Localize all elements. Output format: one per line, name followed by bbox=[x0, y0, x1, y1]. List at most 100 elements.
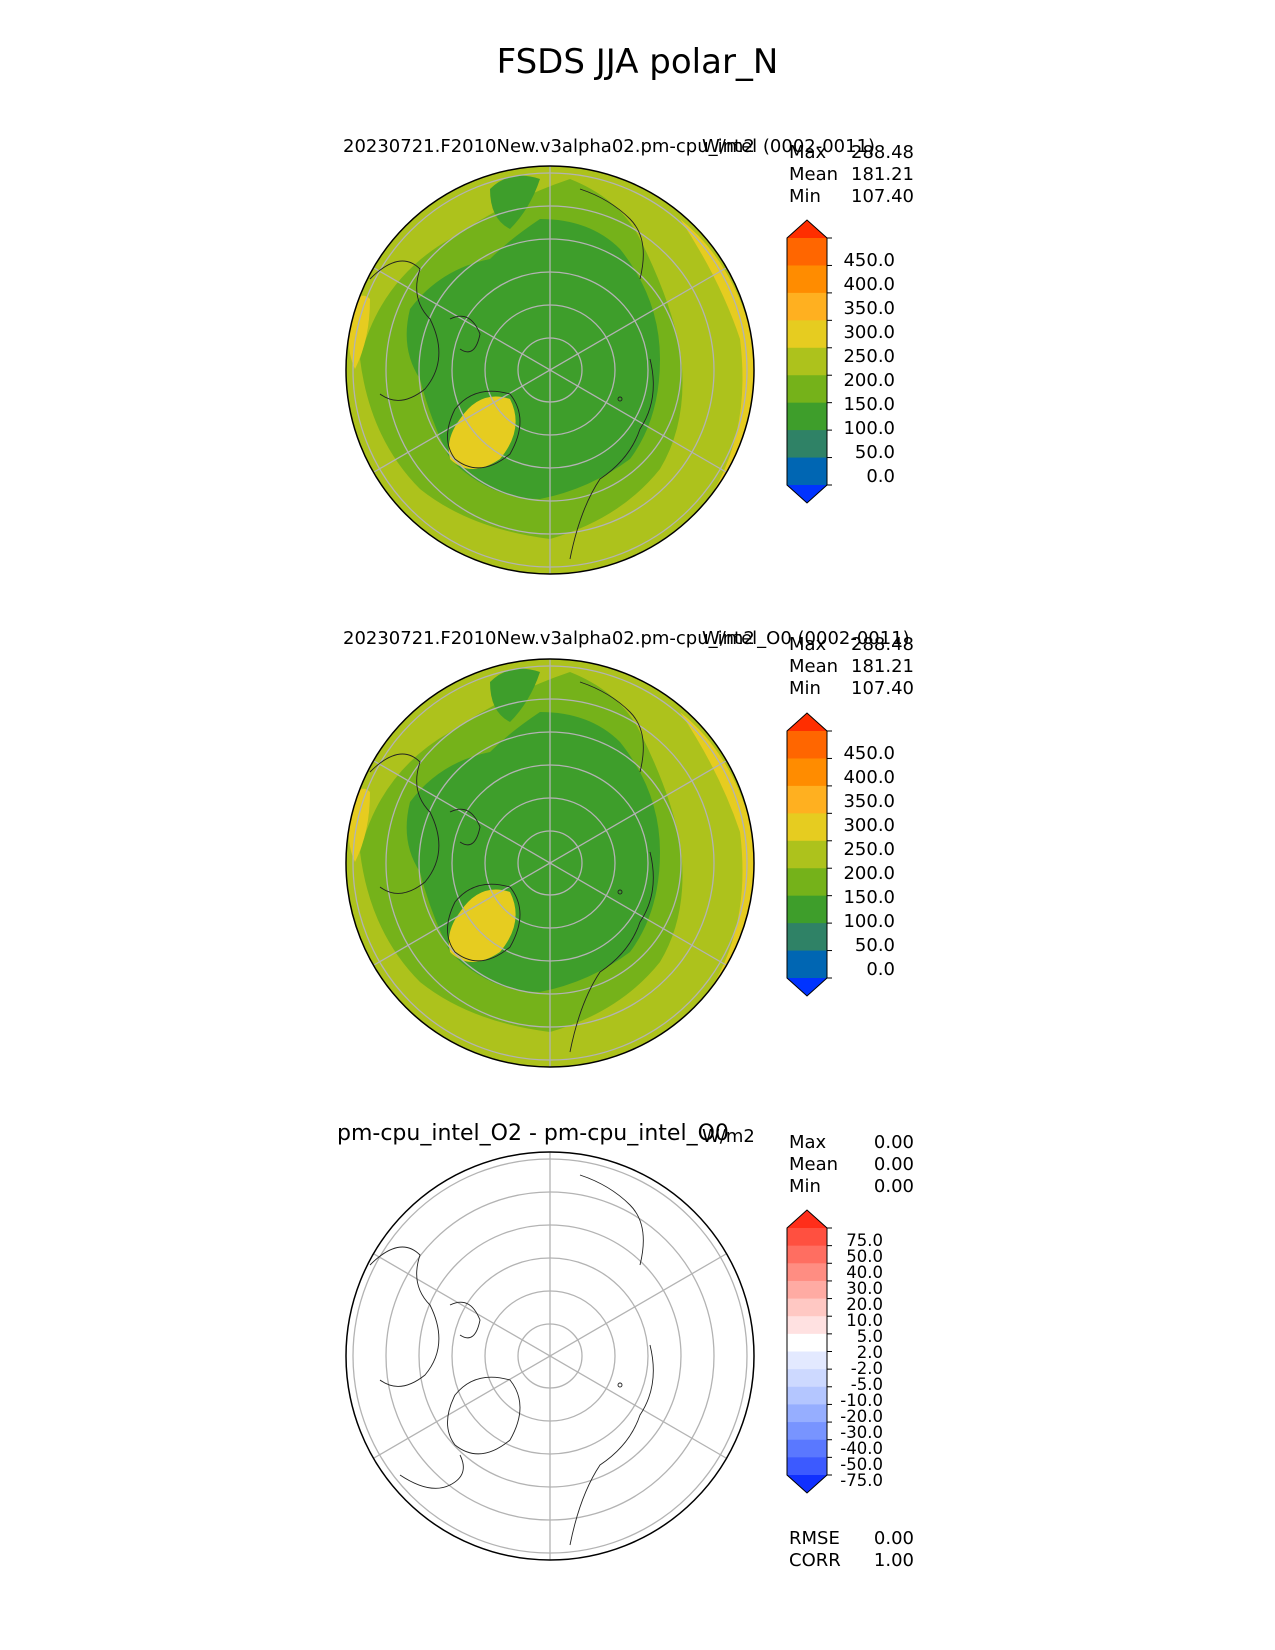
colorbar-tick-label: -75.0 bbox=[840, 1471, 883, 1490]
colorbar-tick-label: 50.0 bbox=[854, 935, 895, 956]
panel-3-metrics: RMSE 0.00 CORR 1.00 bbox=[789, 1528, 914, 1572]
colorbar-tick-label: 150.0 bbox=[843, 887, 895, 908]
colorbar-tick-label: 200.0 bbox=[843, 863, 895, 884]
stat-label: Min bbox=[789, 678, 821, 699]
colorbar-level bbox=[787, 1439, 827, 1458]
panel-3-stats: Max 0.00 Mean 0.00 Min 0.00 bbox=[789, 1132, 914, 1198]
colorbar-level bbox=[787, 1369, 827, 1388]
colorbar-tick-label: 400.0 bbox=[843, 274, 895, 295]
stat-value: 0.00 bbox=[873, 1176, 914, 1197]
colorbar-tick-label: -5.0 bbox=[850, 1375, 883, 1394]
colorbar-level bbox=[787, 430, 827, 459]
colorbar-tick-label: 0.0 bbox=[866, 959, 895, 980]
colorbar-level bbox=[787, 813, 827, 842]
stat-value: 0.00 bbox=[873, 1154, 914, 1175]
colorbar-level bbox=[787, 375, 827, 404]
colorbar-tick-label: -30.0 bbox=[840, 1423, 883, 1442]
panel-3-graticule bbox=[352, 1152, 748, 1560]
colorbar-level bbox=[787, 265, 827, 294]
panel-3-colorbar bbox=[786, 1209, 832, 1494]
colorbar-tick-label: 20.0 bbox=[846, 1295, 883, 1314]
stat-value: 107.40 bbox=[851, 186, 914, 207]
colorbar-level bbox=[787, 1422, 827, 1441]
stat-value: 0.00 bbox=[873, 1132, 914, 1153]
panel-1-colorbar bbox=[786, 219, 832, 504]
colorbar-level bbox=[787, 731, 827, 759]
metric-label: CORR bbox=[789, 1550, 841, 1571]
metric-value: 0.00 bbox=[873, 1528, 914, 1549]
stat-label: Max bbox=[789, 142, 827, 163]
panel-1-graticule bbox=[352, 166, 748, 574]
colorbar-tick-label: -50.0 bbox=[840, 1455, 883, 1474]
panel-2-title: 20230721.F2010New.v3alpha02.pm-cpu_intel… bbox=[343, 628, 910, 649]
colorbar-level bbox=[787, 1386, 827, 1405]
stat-label: Mean bbox=[789, 656, 839, 677]
colorbar-level bbox=[787, 1298, 827, 1317]
colorbar-level bbox=[787, 1228, 827, 1247]
stat-label: Max bbox=[789, 634, 827, 655]
stat-value: 288.48 bbox=[851, 634, 914, 655]
colorbar-extend-min bbox=[787, 485, 827, 503]
stat-value: 107.40 bbox=[851, 678, 914, 699]
panel-1-field bbox=[346, 166, 754, 574]
colorbar-tick-label: 0.0 bbox=[866, 466, 895, 487]
stat-label: Max bbox=[789, 1132, 827, 1153]
panel-3-units: W/m2 bbox=[702, 1126, 755, 1147]
colorbar-tick-label: 250.0 bbox=[843, 346, 895, 367]
panel-2-graticule bbox=[352, 659, 748, 1067]
colorbar-tick-label: 30.0 bbox=[846, 1279, 883, 1298]
stat-label: Mean bbox=[789, 1154, 839, 1175]
colorbar-level bbox=[787, 238, 827, 266]
colorbar-level bbox=[787, 347, 827, 376]
panel-1-units: W/m2 bbox=[702, 136, 755, 157]
colorbar-level bbox=[787, 1351, 827, 1370]
colorbar-tick-label: 450.0 bbox=[843, 250, 895, 271]
panel-2-units: W/m2 bbox=[702, 628, 755, 649]
colorbar-level bbox=[787, 895, 827, 924]
panel-2-boundary bbox=[345, 658, 755, 1068]
stat-value: 288.48 bbox=[851, 142, 914, 163]
panel-3-title: pm-cpu_intel_O2 - pm-cpu_intel_O0 bbox=[337, 1121, 729, 1146]
colorbar-level bbox=[787, 868, 827, 897]
colorbar-level bbox=[787, 1280, 827, 1300]
colorbar-level bbox=[787, 1316, 827, 1335]
panel-1-title: 20230721.F2010New.v3alpha02.pm-cpu_intel… bbox=[343, 136, 876, 157]
panel-2-colorbar bbox=[786, 712, 832, 997]
colorbar-level bbox=[787, 785, 827, 814]
colorbar-level bbox=[787, 1333, 827, 1352]
panel-1-coastlines bbox=[369, 188, 654, 560]
colorbar-tick-label: 50.0 bbox=[854, 442, 895, 463]
metric-value: 1.00 bbox=[873, 1550, 914, 1571]
colorbar-tick-label: 2.0 bbox=[856, 1343, 883, 1362]
panel-3-boundary bbox=[345, 1151, 755, 1561]
colorbar-extend-min bbox=[787, 978, 827, 996]
figure-title: FSDS JJA polar_N bbox=[496, 42, 779, 82]
colorbar-level bbox=[787, 1263, 827, 1282]
colorbar-tick-label: 400.0 bbox=[843, 767, 895, 788]
panel-2-map bbox=[345, 658, 755, 1068]
colorbar-tick-label: 5.0 bbox=[856, 1327, 883, 1346]
colorbar-tick-label: 300.0 bbox=[843, 815, 895, 836]
colorbar-level bbox=[787, 758, 827, 787]
stat-value: 181.21 bbox=[851, 656, 914, 677]
colorbar-level bbox=[787, 950, 827, 979]
colorbar-level bbox=[787, 840, 827, 869]
colorbar-tick-label: -20.0 bbox=[840, 1407, 883, 1426]
colorbar-extend-max bbox=[787, 220, 827, 238]
colorbar-level bbox=[787, 402, 827, 431]
colorbar-extend-max bbox=[787, 1210, 827, 1228]
colorbar-tick-label: -10.0 bbox=[840, 1391, 883, 1410]
colorbar-tick-label: 300.0 bbox=[843, 322, 895, 343]
panel-3-map bbox=[345, 1151, 755, 1561]
colorbar-tick-label: -40.0 bbox=[840, 1439, 883, 1458]
stat-label: Min bbox=[789, 1176, 821, 1197]
colorbar-level bbox=[787, 1245, 827, 1264]
colorbar-level bbox=[787, 457, 827, 486]
colorbar-tick-label: 40.0 bbox=[846, 1263, 883, 1282]
colorbar-tick-label: 350.0 bbox=[843, 791, 895, 812]
panel-1-map bbox=[345, 165, 755, 575]
stat-label: Mean bbox=[789, 164, 839, 185]
colorbar-tick-label: 75.0 bbox=[846, 1231, 883, 1250]
colorbar-tick-label: 350.0 bbox=[843, 298, 895, 319]
colorbar-tick-label: 10.0 bbox=[846, 1311, 883, 1330]
